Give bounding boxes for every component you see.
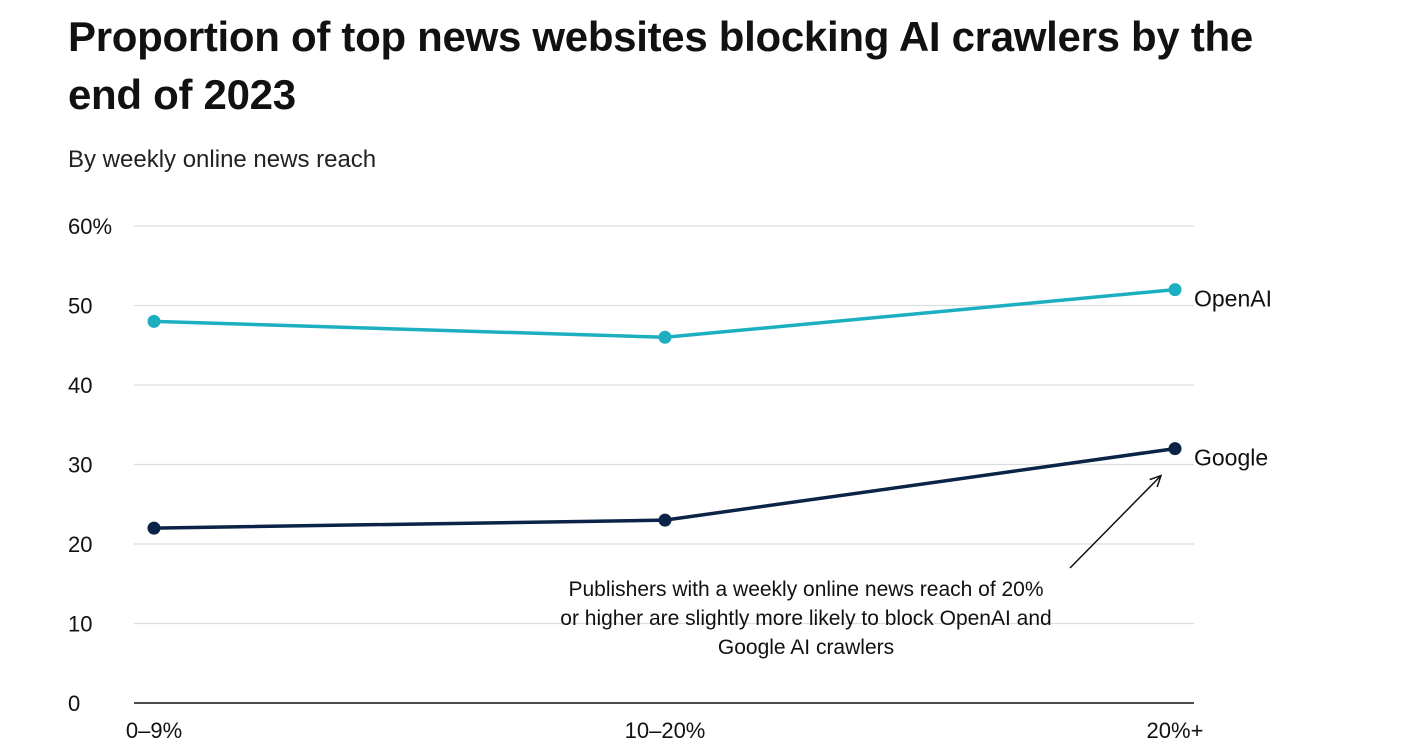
y-tick-label: 50	[68, 294, 92, 319]
annotation-text-line: Google AI crawlers	[718, 636, 894, 659]
y-axis-tick-labels: 0 10 20 30 40 50 60%	[68, 214, 112, 716]
x-tick-label: 20%+	[1147, 718, 1204, 743]
y-tick-label: 60%	[68, 214, 112, 239]
y-tick-label: 10	[68, 612, 92, 637]
openai-point	[658, 330, 672, 344]
annotation-text-line: or higher are slightly more likely to bl…	[560, 607, 1051, 630]
google-point	[658, 513, 672, 527]
y-tick-label: 20	[68, 532, 92, 557]
y-tick-label: 30	[68, 453, 92, 478]
chart-title: Proportion of top news websites blocking…	[68, 13, 1253, 118]
y-tick-label: 40	[68, 373, 92, 398]
x-tick-label: 0–9%	[126, 718, 182, 743]
annotation-text-line: Publishers with a weekly online news rea…	[568, 578, 1043, 601]
annotation: Publishers with a weekly online news rea…	[560, 474, 1163, 659]
google-series-label: Google	[1194, 445, 1268, 471]
openai-line	[152, 287, 1177, 340]
series-group: OpenAI Google	[147, 283, 1272, 535]
x-axis-tick-labels: 0–9% 10–20% 20%+	[126, 718, 1204, 743]
annotation-arrow-head	[1149, 474, 1163, 488]
x-tick-label: 10–20%	[625, 718, 706, 743]
gridlines	[134, 225, 1194, 704]
openai-point	[1168, 283, 1182, 297]
chart-subtitle: By weekly online news reach	[68, 146, 377, 173]
openai-point	[147, 314, 161, 328]
annotation-arrow-line	[1069, 475, 1162, 569]
google-point	[147, 521, 161, 535]
google-point	[1168, 442, 1182, 456]
y-tick-label: 0	[68, 691, 80, 716]
openai-series-label: OpenAI	[1194, 286, 1272, 312]
